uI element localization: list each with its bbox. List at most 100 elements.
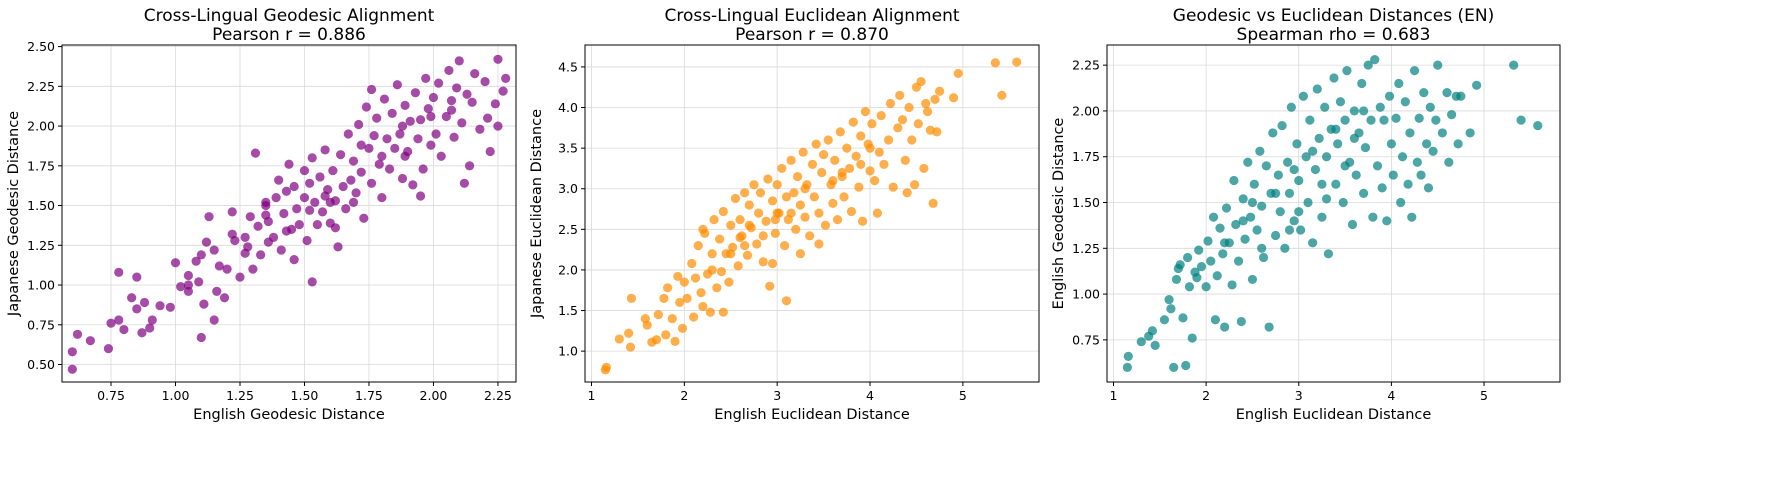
- scatter-point: [475, 124, 485, 134]
- scatter-point: [219, 293, 230, 303]
- scatter-point: [1247, 274, 1258, 285]
- x-tick-label: 1.75: [355, 388, 383, 403]
- scatter-point: [485, 146, 495, 157]
- scatter-point: [761, 216, 771, 226]
- scatter-point: [1314, 133, 1324, 144]
- scatter-point: [436, 151, 446, 161]
- scatter-point: [1407, 212, 1417, 222]
- scatter-point: [426, 140, 436, 150]
- scatter-point: [780, 240, 790, 251]
- scatter-point: [415, 115, 426, 125]
- scatter-point: [948, 93, 959, 103]
- scatter-point: [1394, 78, 1404, 89]
- scatter-point: [1136, 337, 1146, 347]
- scatter-point: [817, 167, 827, 178]
- scatter-point: [724, 277, 734, 287]
- scatter-point: [1201, 282, 1211, 292]
- scatter-point: [932, 127, 942, 137]
- scatter-point: [667, 314, 677, 324]
- scatter-point: [872, 208, 883, 218]
- scatter-point: [183, 280, 193, 290]
- scatter-point: [1273, 170, 1283, 180]
- scatter-point: [767, 258, 778, 269]
- scatter-point: [209, 245, 219, 255]
- scatter-point: [292, 204, 302, 214]
- scatter-point: [735, 214, 745, 225]
- scatter-point: [919, 163, 929, 174]
- scatter-point: [913, 119, 923, 129]
- scatter-point: [1428, 146, 1438, 156]
- scatter-point: [726, 249, 736, 259]
- scatter-point: [1181, 360, 1191, 371]
- scatter-point: [1294, 175, 1304, 186]
- scatter-point: [1289, 164, 1299, 175]
- scatter-point: [359, 213, 369, 223]
- scatter-point: [953, 68, 963, 79]
- y-tick-label: 1.25: [27, 238, 55, 253]
- scatter-point: [902, 188, 912, 198]
- scatter-point: [1268, 128, 1278, 138]
- scatter-point: [718, 206, 728, 217]
- scatter-point: [343, 129, 353, 139]
- y-tick-label: 1.25: [1072, 241, 1100, 256]
- scatter-point: [369, 131, 379, 141]
- y-tick-label: 0.75: [27, 317, 55, 332]
- scatter-point: [1366, 115, 1376, 125]
- scatter-point: [408, 180, 418, 190]
- scatter-point: [395, 129, 405, 139]
- scatter-point: [823, 135, 833, 145]
- scatter-point: [1247, 197, 1258, 208]
- scatter-point: [1379, 115, 1389, 125]
- scatter-point: [879, 159, 889, 169]
- scatter-point: [1391, 113, 1401, 123]
- scatter-point: [1444, 157, 1454, 167]
- scatter-point: [1233, 256, 1244, 266]
- scatter-point: [299, 193, 310, 203]
- scatter-point: [705, 307, 715, 317]
- scatter-point: [1292, 139, 1302, 149]
- x-tick-label: 2.00: [420, 388, 448, 403]
- scatter-point: [1359, 188, 1369, 198]
- scatter-point: [351, 188, 361, 198]
- chart-subtitle: Spearman rho = 0.683: [1237, 25, 1431, 45]
- scatter-point: [390, 143, 400, 153]
- scatter-point: [1317, 212, 1327, 222]
- scatter-point: [770, 214, 780, 225]
- scatter-point: [385, 164, 395, 174]
- scatter-point: [1289, 216, 1299, 226]
- scatter-point: [1357, 78, 1367, 89]
- scatter-point: [651, 335, 662, 345]
- scatter-point: [1335, 97, 1346, 107]
- scatter-point: [1423, 183, 1434, 193]
- scatter-point: [659, 293, 669, 303]
- scatter-point: [1245, 212, 1256, 222]
- scatter-point: [867, 119, 877, 129]
- scatter-point: [1363, 60, 1373, 70]
- scatter-point: [765, 281, 775, 291]
- scatter-point: [176, 282, 186, 292]
- scatter-point: [1164, 294, 1174, 305]
- scatter-point: [687, 258, 697, 269]
- scatter-point: [165, 302, 175, 312]
- scatter-point: [624, 328, 634, 338]
- scatter-point: [302, 235, 312, 246]
- scatter-point: [501, 73, 511, 83]
- scatter-point: [907, 135, 917, 145]
- scatter-point: [1192, 273, 1202, 283]
- scatter-point: [842, 143, 852, 153]
- scatter-point: [348, 197, 359, 207]
- scatter-point: [325, 197, 335, 207]
- scatter-point: [1178, 313, 1188, 323]
- scatter-point: [449, 132, 459, 142]
- scatter-point: [857, 216, 868, 226]
- scatter-point: [1308, 146, 1318, 156]
- scatter-point: [457, 118, 467, 128]
- scatter-point: [305, 205, 315, 215]
- scatter-point: [805, 231, 815, 241]
- scatter-point: [1321, 194, 1332, 204]
- scatter-point: [434, 78, 444, 88]
- scatter-point: [1375, 102, 1385, 112]
- scatter-point: [1465, 128, 1475, 138]
- scatter-point: [1220, 238, 1230, 248]
- scatter-point: [763, 174, 773, 184]
